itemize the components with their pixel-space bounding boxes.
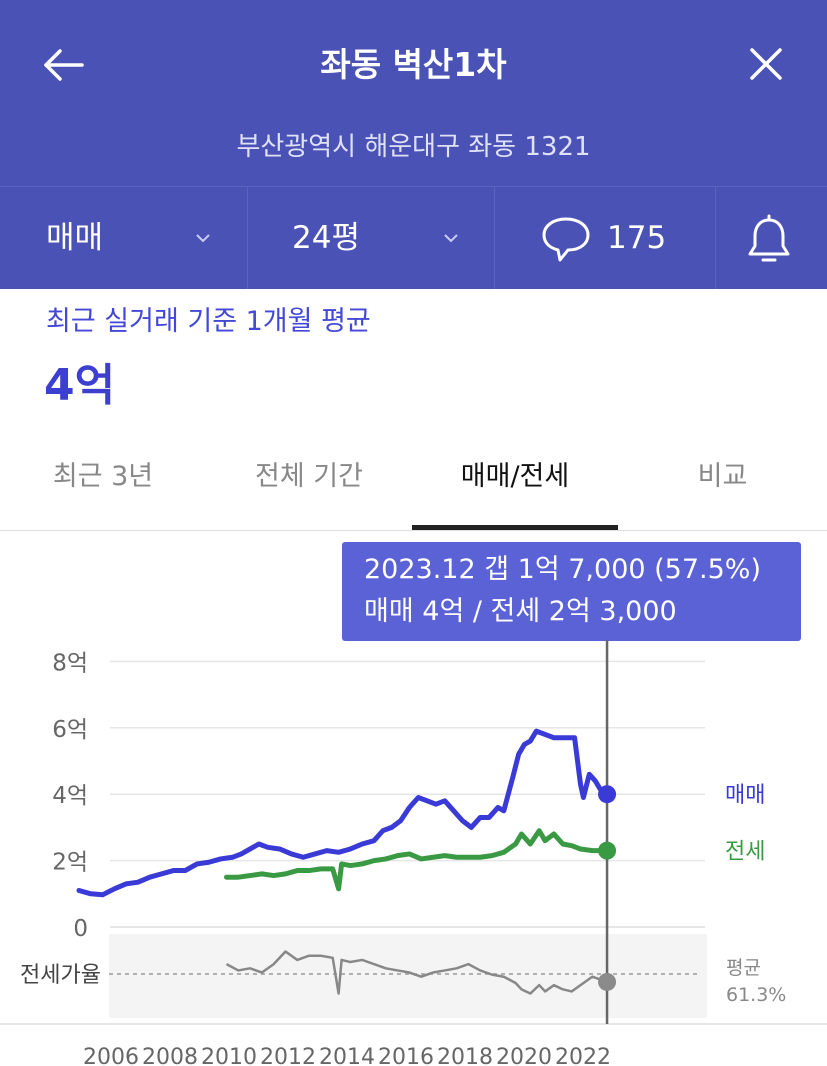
y-tick-label: 2억 bbox=[52, 850, 88, 876]
sale-end-label: 매매 bbox=[725, 783, 765, 808]
ratio-end-dot bbox=[598, 972, 617, 991]
size-dropdown[interactable]: 24평 bbox=[247, 187, 495, 289]
size-label: 24평 bbox=[292, 220, 360, 256]
x-tick-label: 2018 bbox=[437, 1045, 493, 1066]
close-icon[interactable] bbox=[740, 38, 792, 90]
tooltip-gap-text: 2023.12 갭 1억 7,000 (57.5%) bbox=[364, 554, 761, 585]
speech-bubble-icon bbox=[542, 217, 590, 262]
x-tick-label: 2006 bbox=[83, 1045, 139, 1066]
comment-count: 175 bbox=[607, 220, 667, 256]
back-arrow-icon[interactable] bbox=[38, 40, 88, 90]
x-tick-label: 2020 bbox=[496, 1045, 552, 1066]
top-app-bar: 좌동 벽산1차 부산광역시 해운대구 좌동 1321 bbox=[0, 0, 827, 186]
y-tick-label: 4억 bbox=[52, 783, 88, 809]
ratio-avg-value: 61.3% bbox=[726, 984, 786, 1006]
sale-price-line bbox=[76, 728, 610, 898]
address-text: 부산광역시 해운대구 좌동 1321 bbox=[236, 132, 591, 162]
y-tick-label: 0 bbox=[73, 916, 88, 942]
y-tick-label: 6억 bbox=[52, 717, 88, 743]
y-tick-label: 8억 bbox=[52, 650, 88, 676]
page-title: 좌동 벽산1차 bbox=[320, 45, 507, 84]
summary-price: 4억 bbox=[44, 360, 116, 411]
x-tick-label: 2022 bbox=[555, 1045, 611, 1066]
filter-bar: 매매 24평 bbox=[0, 186, 827, 289]
tab-compare[interactable]: 비교 bbox=[697, 461, 748, 492]
active-tab-indicator bbox=[412, 525, 618, 530]
ratio-line bbox=[225, 950, 608, 995]
ratio-avg-label: 평균 bbox=[726, 957, 761, 979]
tab-sale-jeonse[interactable]: 매매/전세 bbox=[460, 461, 570, 492]
x-tick-label: 2016 bbox=[378, 1045, 434, 1066]
ratio-label: 전세가율 bbox=[20, 963, 101, 988]
deal-type-label: 매매 bbox=[46, 220, 104, 256]
x-tick-label: 2008 bbox=[142, 1045, 198, 1066]
tab-all-period[interactable]: 전체 기간 bbox=[255, 461, 363, 492]
tab-recent-3y[interactable]: 최근 3년 bbox=[52, 461, 154, 492]
deal-type-dropdown[interactable]: 매매 bbox=[0, 187, 248, 289]
ratio-panel-background bbox=[109, 934, 707, 1018]
jeonse-price-line bbox=[224, 828, 610, 892]
tooltip-price-text: 매매 4억 / 전세 2억 3,000 bbox=[364, 596, 677, 627]
summary-label: 최근 실거래 기준 1개월 평균 bbox=[46, 306, 371, 337]
chevron-down-icon bbox=[444, 234, 458, 243]
jeonse-end-label: 전세 bbox=[725, 840, 765, 865]
comments-button[interactable] bbox=[494, 187, 716, 289]
chevron-down-icon bbox=[196, 234, 210, 243]
x-tick-label: 2014 bbox=[319, 1045, 375, 1066]
sale-end-dot bbox=[598, 785, 617, 804]
jeonse-end-dot bbox=[598, 841, 617, 860]
period-tabs: 최근 3년 전체 기간 매매/전세 비교 bbox=[0, 440, 827, 531]
x-tick-label: 2010 bbox=[201, 1045, 257, 1066]
chart-tooltip: 2023.12 갭 1억 7,000 (57.5%) 매매 4억 / 전세 2억… bbox=[342, 542, 801, 641]
x-tick-label: 2012 bbox=[260, 1045, 316, 1066]
bell-icon bbox=[748, 214, 790, 262]
